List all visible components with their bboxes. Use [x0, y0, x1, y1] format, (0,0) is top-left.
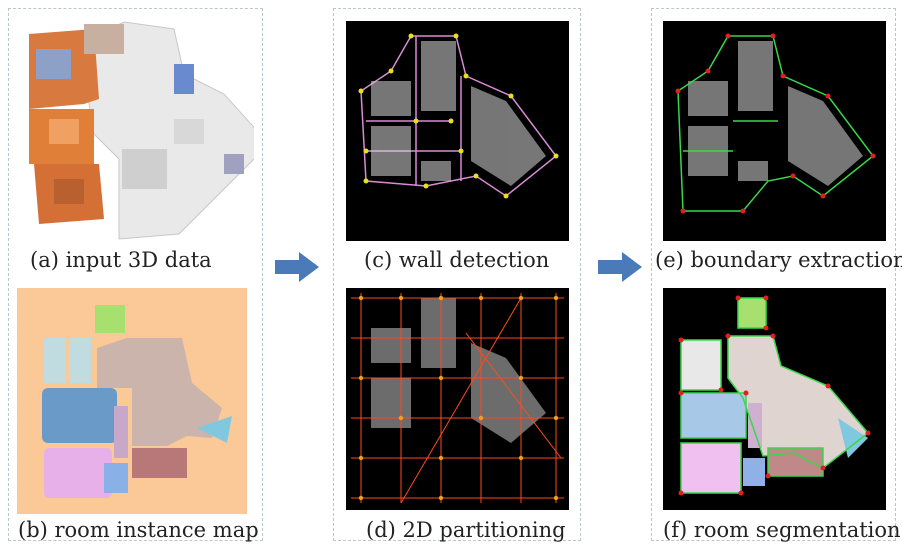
- room-segmentation-image: [663, 288, 886, 510]
- 2d-partitioning-image: [346, 288, 569, 510]
- caption-input-3d-data: (a) input 3D data: [30, 248, 212, 272]
- boundary-extraction-image: [663, 21, 886, 241]
- input-3d-data-image: [24, 14, 254, 242]
- caption-room-instance-map: (b) room instance map: [18, 518, 259, 542]
- caption-wall-detection: (c) wall detection: [364, 248, 550, 272]
- room-instance-map-image: [17, 288, 247, 514]
- caption-room-segmentation: (f) room segmentation: [663, 518, 901, 542]
- caption-2d-partitioning: (d) 2D partitioning: [366, 518, 566, 542]
- wall-detection-image: [346, 21, 569, 241]
- caption-boundary-extraction: (e) boundary extraction: [655, 248, 902, 272]
- arrow-right-icon: [598, 252, 642, 282]
- arrow-right-icon: [275, 252, 319, 282]
